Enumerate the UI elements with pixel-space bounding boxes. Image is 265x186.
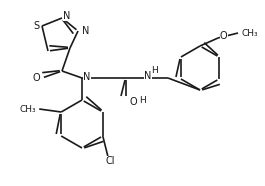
Text: N: N <box>63 11 70 21</box>
Text: N: N <box>144 71 152 81</box>
Text: CH₃: CH₃ <box>242 28 259 38</box>
Text: H: H <box>151 65 157 75</box>
Text: CH₃: CH₃ <box>20 105 36 113</box>
Text: O: O <box>32 73 40 83</box>
Text: Cl: Cl <box>105 156 114 166</box>
Text: O: O <box>129 97 137 107</box>
Text: N: N <box>83 72 90 82</box>
Text: N: N <box>82 26 89 36</box>
Text: S: S <box>33 21 39 31</box>
Text: O: O <box>220 31 228 41</box>
Text: H: H <box>139 95 146 105</box>
